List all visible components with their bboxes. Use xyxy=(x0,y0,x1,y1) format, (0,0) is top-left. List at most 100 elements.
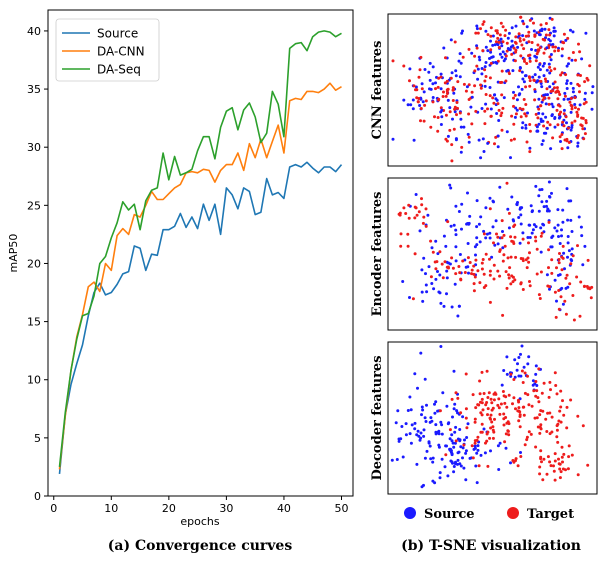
target-point xyxy=(503,34,507,38)
source-point xyxy=(502,96,506,100)
target-point xyxy=(545,430,549,433)
source-point xyxy=(500,44,504,48)
source-point xyxy=(558,115,562,119)
target-point xyxy=(470,268,474,272)
source-point xyxy=(453,110,457,114)
target-point xyxy=(539,449,543,453)
target-point xyxy=(407,203,411,207)
target-point xyxy=(586,78,590,82)
source-point xyxy=(583,91,587,95)
target-point xyxy=(476,435,480,439)
target-point xyxy=(464,372,468,376)
source-point xyxy=(464,478,468,482)
source-point xyxy=(416,386,419,390)
source-point xyxy=(424,272,427,276)
source-point xyxy=(431,456,435,460)
source-point xyxy=(562,108,566,112)
target-point xyxy=(483,79,487,83)
target-point xyxy=(450,143,454,147)
target-point xyxy=(483,109,487,113)
source-point xyxy=(502,59,506,63)
target-point xyxy=(521,257,525,261)
source-point xyxy=(461,29,464,33)
source-point xyxy=(431,65,435,69)
target-point xyxy=(513,93,517,97)
target-point xyxy=(576,244,579,248)
source-point xyxy=(507,31,511,35)
source-point xyxy=(475,24,479,28)
target-point xyxy=(479,83,483,87)
target-point xyxy=(504,28,508,32)
source-point xyxy=(495,61,499,65)
source-point xyxy=(423,456,427,460)
target-point xyxy=(443,260,447,264)
target-point xyxy=(523,391,527,395)
target-point xyxy=(556,49,560,53)
target-point xyxy=(530,404,534,408)
target-point xyxy=(523,59,526,63)
target-point xyxy=(518,37,522,40)
source-point xyxy=(522,365,526,369)
target-point xyxy=(420,197,423,201)
source-point xyxy=(531,379,535,383)
target-point xyxy=(501,40,505,44)
target-point xyxy=(519,282,523,286)
source-point xyxy=(425,403,428,407)
source-point xyxy=(440,115,444,119)
source-point xyxy=(566,146,570,150)
source-point xyxy=(555,299,558,303)
target-point xyxy=(538,431,542,435)
source-point xyxy=(457,210,461,213)
source-point xyxy=(439,87,443,91)
source-point xyxy=(473,446,477,450)
target-point xyxy=(532,79,536,82)
target-point xyxy=(516,398,520,402)
target-point xyxy=(511,402,514,406)
target-point xyxy=(422,215,426,219)
source-point xyxy=(500,383,504,387)
target-point xyxy=(474,258,478,262)
target-point xyxy=(497,397,501,401)
source-point xyxy=(419,351,423,355)
target-point xyxy=(419,107,423,110)
target-point xyxy=(445,89,449,93)
target-point xyxy=(553,459,557,463)
target-point xyxy=(535,389,539,393)
target-point xyxy=(561,256,565,260)
target-point xyxy=(581,424,585,428)
source-point xyxy=(512,90,515,94)
target-point xyxy=(489,114,493,118)
source-point xyxy=(535,80,538,84)
source-point xyxy=(516,362,519,366)
target-point xyxy=(532,21,535,25)
target-point xyxy=(585,285,589,288)
target-point xyxy=(502,423,506,427)
source-point xyxy=(532,223,536,227)
target-point xyxy=(569,262,573,266)
target-point xyxy=(488,257,491,261)
target-point xyxy=(423,103,427,107)
source-point xyxy=(537,209,541,213)
source-point xyxy=(431,479,435,483)
target-point xyxy=(502,233,506,237)
target-point xyxy=(443,81,447,85)
source-point xyxy=(434,277,438,281)
target-point xyxy=(578,50,582,54)
target-point xyxy=(438,250,442,254)
source-point xyxy=(493,43,497,47)
series-lines xyxy=(58,30,343,474)
source-point xyxy=(408,395,412,399)
source-point xyxy=(476,67,480,71)
source-point xyxy=(464,451,468,455)
source-point xyxy=(466,242,470,245)
source-point xyxy=(517,85,520,89)
target-point xyxy=(450,256,454,260)
target-point xyxy=(429,275,433,279)
target-point xyxy=(455,113,458,117)
target-point xyxy=(564,276,568,280)
source-point xyxy=(525,25,529,29)
source-point xyxy=(558,242,562,245)
source-point xyxy=(404,422,408,426)
source-point xyxy=(511,69,515,73)
target-point xyxy=(406,244,410,248)
